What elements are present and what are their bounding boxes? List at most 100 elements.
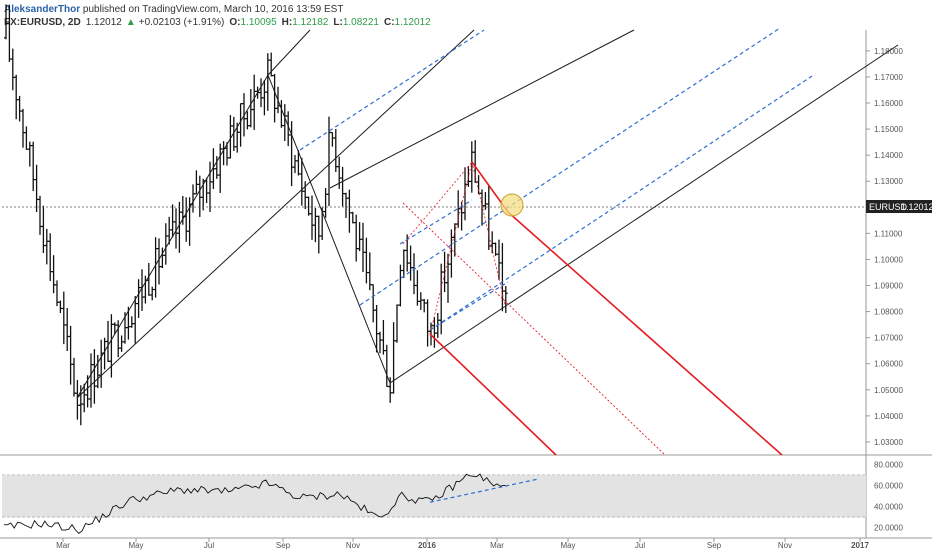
ohlc-bar (68, 325, 73, 385)
red-fork-inner (471, 161, 506, 306)
ohlc-bar (415, 270, 420, 306)
time-tick-label: Mar (490, 541, 504, 550)
ohlc-bar (364, 237, 369, 284)
time-tick-label: Nov (346, 541, 360, 550)
author-link[interactable]: AleksanderThor (4, 4, 80, 15)
ohlc-bar (248, 89, 253, 128)
ohlc-bar (265, 53, 270, 111)
price-tick-label: 1.05000 (874, 386, 903, 395)
ohlc-bar (480, 189, 484, 226)
price-tick-label: 1.15000 (874, 125, 903, 134)
blue-median-5 (399, 199, 473, 245)
change-value: +0.02103 (+1.91%) (139, 17, 225, 28)
price-tick-label: 1.17000 (874, 73, 903, 82)
time-tick-label: May (128, 541, 143, 550)
time-tick-label: Sep (707, 541, 722, 550)
ohlc-bar (34, 164, 39, 213)
ohlc-bar (136, 279, 141, 318)
ohlc-bar (38, 195, 42, 235)
ohlc-bar (340, 166, 345, 207)
fork-handle (76, 74, 269, 399)
ohlc-bar (316, 215, 321, 254)
fork-inner-line (329, 29, 635, 189)
ohlc-bar (44, 228, 49, 265)
ohlc-bar (272, 73, 277, 123)
ohlc-bar (61, 291, 66, 345)
time-axis[interactable]: Mar May Jul Sep Nov 2016 Mar May Jul Sep Nov 2017 (56, 538, 869, 550)
ohlc-bar (384, 344, 389, 388)
ohlc-bar (31, 141, 36, 192)
time-tick-label: 2016 (418, 541, 436, 550)
price-tick-label: 1.11000 (874, 229, 903, 238)
ohlc-bar (446, 253, 450, 303)
ohlc-bar (163, 223, 168, 265)
ohlc-bar (408, 245, 413, 281)
rsi-tick-label: 60.0000 (874, 481, 903, 490)
rsi-band (2, 474, 866, 518)
ohlc-bar (313, 208, 318, 243)
close-label: C: (384, 17, 395, 28)
ohlc-bar (218, 143, 223, 193)
rsi-pane[interactable]: 80.0000 60.0000 40.0000 20.0000 (2, 460, 903, 535)
ohlc-bar (21, 108, 25, 148)
close-value: 1.12012 (395, 17, 432, 28)
ohlc-bar (497, 239, 501, 281)
ohlc-bar (27, 141, 32, 167)
ohlc-bar (231, 116, 236, 151)
rsi-tick-label: 40.0000 (874, 502, 903, 511)
price-tick-label: 1.14000 (874, 151, 903, 160)
ohlc-bar (330, 131, 335, 147)
fork-upper-tine (267, 29, 311, 76)
ohlc-bar (293, 154, 297, 174)
price-tick-label: 1.03000 (874, 438, 903, 447)
ohlc-bar (180, 195, 185, 225)
highlight-circle (500, 193, 524, 217)
low-label: L: (333, 17, 342, 28)
fork-base (267, 74, 391, 384)
ohlc-bars (2, 4, 866, 426)
main-pane[interactable] (0, 30, 932, 539)
ohlc-bar (252, 74, 257, 130)
rsi-line (3, 473, 508, 535)
time-tick-label: Mar (56, 541, 70, 550)
ohlc-bar (211, 148, 216, 189)
ohlc-bar (418, 292, 423, 310)
ohlc-bar (381, 319, 386, 355)
ohlc-bar (395, 304, 399, 343)
rsi-trendline (429, 478, 539, 503)
low-value: 1.08221 (343, 17, 380, 28)
time-tick-label: Sep (276, 541, 291, 550)
drawing-tools[interactable] (76, 27, 899, 456)
price-tick-label: 1.09000 (874, 282, 903, 291)
published-text: published on TradingView.com, March 10, … (80, 4, 343, 15)
ohlc-bar (473, 140, 478, 183)
price-tag-symbol: EURUSD (869, 202, 908, 212)
ohlc-bar (347, 189, 352, 233)
blue-median-4 (429, 281, 509, 331)
ohlc-bar (48, 233, 53, 281)
current-price-tag: EURUSD 1.12012 (866, 200, 932, 213)
ohlc-bar (262, 80, 267, 116)
ohlc-bar (357, 222, 362, 252)
ohlc-bar (150, 286, 155, 301)
price-tick-label: 1.08000 (874, 308, 903, 317)
ohlc-bar (449, 229, 454, 278)
ohlc-bar (197, 175, 202, 217)
ohlc-bar (51, 255, 56, 294)
ohlc-bar (10, 48, 15, 91)
ohlc-bar (14, 74, 19, 120)
ohlc-bar (463, 167, 467, 221)
price-axis[interactable]: 1.18000 1.17000 1.16000 1.15000 1.14000 1.130… (866, 47, 903, 447)
price-tick-label: 1.06000 (874, 360, 903, 369)
fork-median (76, 29, 475, 399)
ohlc-bar (367, 252, 372, 291)
ohlc-bar (503, 285, 508, 314)
fork-lower-tine (389, 44, 899, 384)
last-price: 1.12012 (86, 17, 123, 28)
red-fork-lower (429, 333, 557, 456)
high-label: H: (282, 17, 293, 28)
ohlc-bar (442, 251, 447, 293)
high-value: 1.12182 (292, 17, 329, 28)
price-tick-label: 1.13000 (874, 177, 903, 186)
